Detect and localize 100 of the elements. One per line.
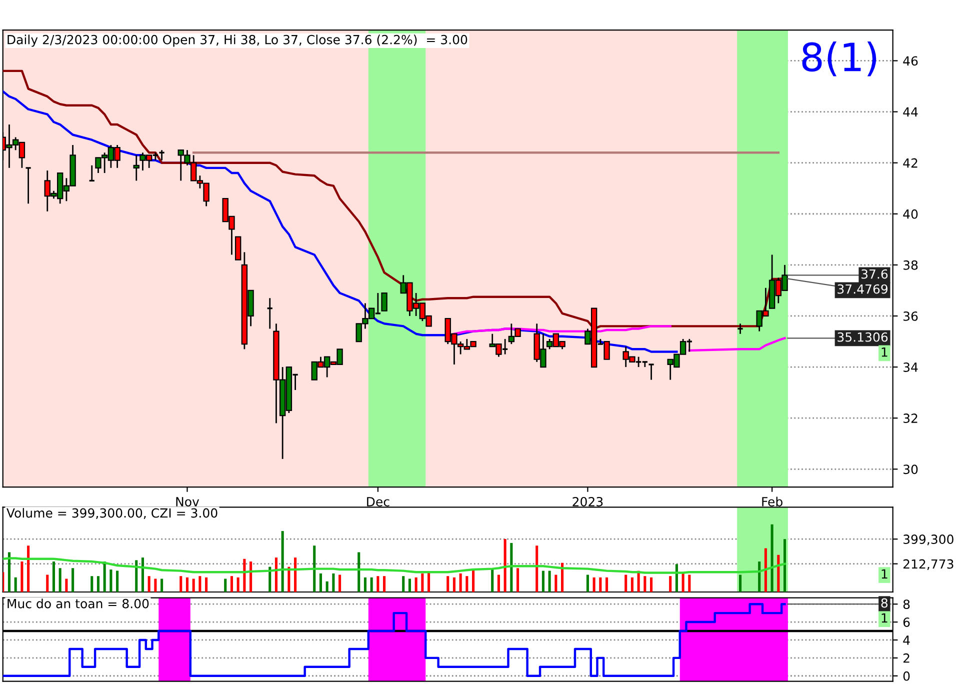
y-tick-label: 399,300	[904, 534, 954, 546]
y-tick-label: 6	[903, 618, 910, 627]
annotation: 1	[882, 569, 888, 578]
y-tick-label: 212,773	[903, 559, 954, 570]
y-tick-label: 38	[904, 260, 918, 270]
bar	[192, 578, 195, 592]
bar	[376, 576, 380, 592]
y-tick-label: 34	[904, 362, 918, 372]
bar	[777, 554, 780, 592]
bar	[198, 576, 202, 592]
bar	[103, 562, 106, 592]
bar	[14, 577, 17, 592]
bar	[446, 576, 450, 592]
bar	[250, 562, 252, 592]
bar	[364, 577, 366, 592]
bar	[243, 558, 246, 592]
bar	[116, 570, 119, 592]
bar	[72, 568, 74, 592]
bar	[688, 574, 691, 592]
bar	[358, 552, 360, 592]
bar	[8, 552, 11, 592]
bar	[548, 570, 551, 592]
bar	[110, 569, 112, 592]
candlestick	[24, 167, 32, 204]
bar	[536, 546, 538, 592]
line-series	[2, 557, 786, 574]
y-tick-label: 4	[903, 636, 910, 645]
bar	[65, 578, 68, 592]
y-tick-label: 30	[904, 464, 918, 474]
bar	[414, 577, 418, 592]
bar	[783, 539, 786, 592]
bar	[510, 542, 513, 592]
x-tick-label: Feb	[762, 496, 782, 506]
candlestick	[234, 236, 242, 260]
bar	[338, 574, 342, 592]
bar	[383, 576, 386, 592]
annotation: 1	[882, 348, 888, 357]
bar	[148, 576, 150, 592]
bar	[180, 576, 182, 592]
bar	[288, 566, 290, 592]
annotation: 8	[881, 598, 888, 608]
bar	[90, 576, 94, 592]
bar	[274, 558, 278, 592]
y-tick-label: 42	[903, 158, 918, 168]
bar	[332, 573, 335, 592]
y-tick-label: 36	[904, 311, 918, 321]
bar	[58, 568, 62, 592]
bar	[542, 570, 544, 592]
candlestick	[648, 364, 655, 380]
bar	[294, 558, 297, 592]
bar	[96, 576, 100, 592]
chart-title: Volume = 399,300.00, CZI = 3.00	[6, 508, 218, 519]
y-tick-label: 44	[903, 107, 918, 117]
bar	[554, 574, 558, 592]
annotation: 37.6	[862, 269, 888, 279]
bar	[516, 568, 520, 592]
bar	[154, 578, 157, 592]
bar	[326, 581, 328, 592]
bar	[52, 562, 56, 592]
bar	[452, 577, 456, 592]
bar	[281, 531, 284, 592]
candlestick	[381, 292, 388, 312]
y-tick-label: 32	[904, 414, 918, 424]
bar	[46, 574, 49, 592]
bar	[27, 546, 30, 592]
chart-title: Daily 2/3/2023 00:00:00 Open 37, Hi 38, Lo 37, Close 37.6 (2.2%) = 3.00	[8, 34, 468, 47]
y-tick-label: 40	[903, 209, 918, 219]
bar	[738, 574, 742, 592]
bar	[669, 576, 672, 592]
bar	[466, 576, 468, 592]
candlestick	[736, 322, 744, 335]
bar	[586, 574, 589, 592]
bar	[428, 572, 430, 592]
bar	[504, 538, 506, 592]
x-tick-label: Nov	[176, 497, 200, 506]
bar	[224, 578, 227, 592]
bar	[606, 577, 608, 592]
bar	[561, 562, 564, 592]
bar	[599, 577, 602, 592]
bar	[186, 577, 188, 592]
bar	[141, 558, 144, 592]
bar	[650, 577, 653, 592]
bar	[402, 576, 405, 592]
y-tick-label: 0	[903, 671, 910, 681]
bar	[497, 574, 500, 592]
bar	[644, 576, 646, 592]
bar	[491, 569, 494, 592]
bar	[675, 564, 678, 592]
annotation: 1	[882, 613, 888, 623]
y-tick-label: 8	[903, 600, 910, 610]
bar	[758, 562, 761, 592]
bar	[135, 560, 138, 592]
chart-title: Muc do an toan = 8.00	[8, 598, 149, 608]
bar	[592, 577, 596, 592]
bar	[20, 562, 24, 592]
x-tick-label: Dec	[367, 497, 390, 506]
candlestick	[133, 154, 140, 182]
bar	[313, 546, 316, 592]
bar	[319, 573, 322, 592]
bar	[160, 578, 164, 592]
